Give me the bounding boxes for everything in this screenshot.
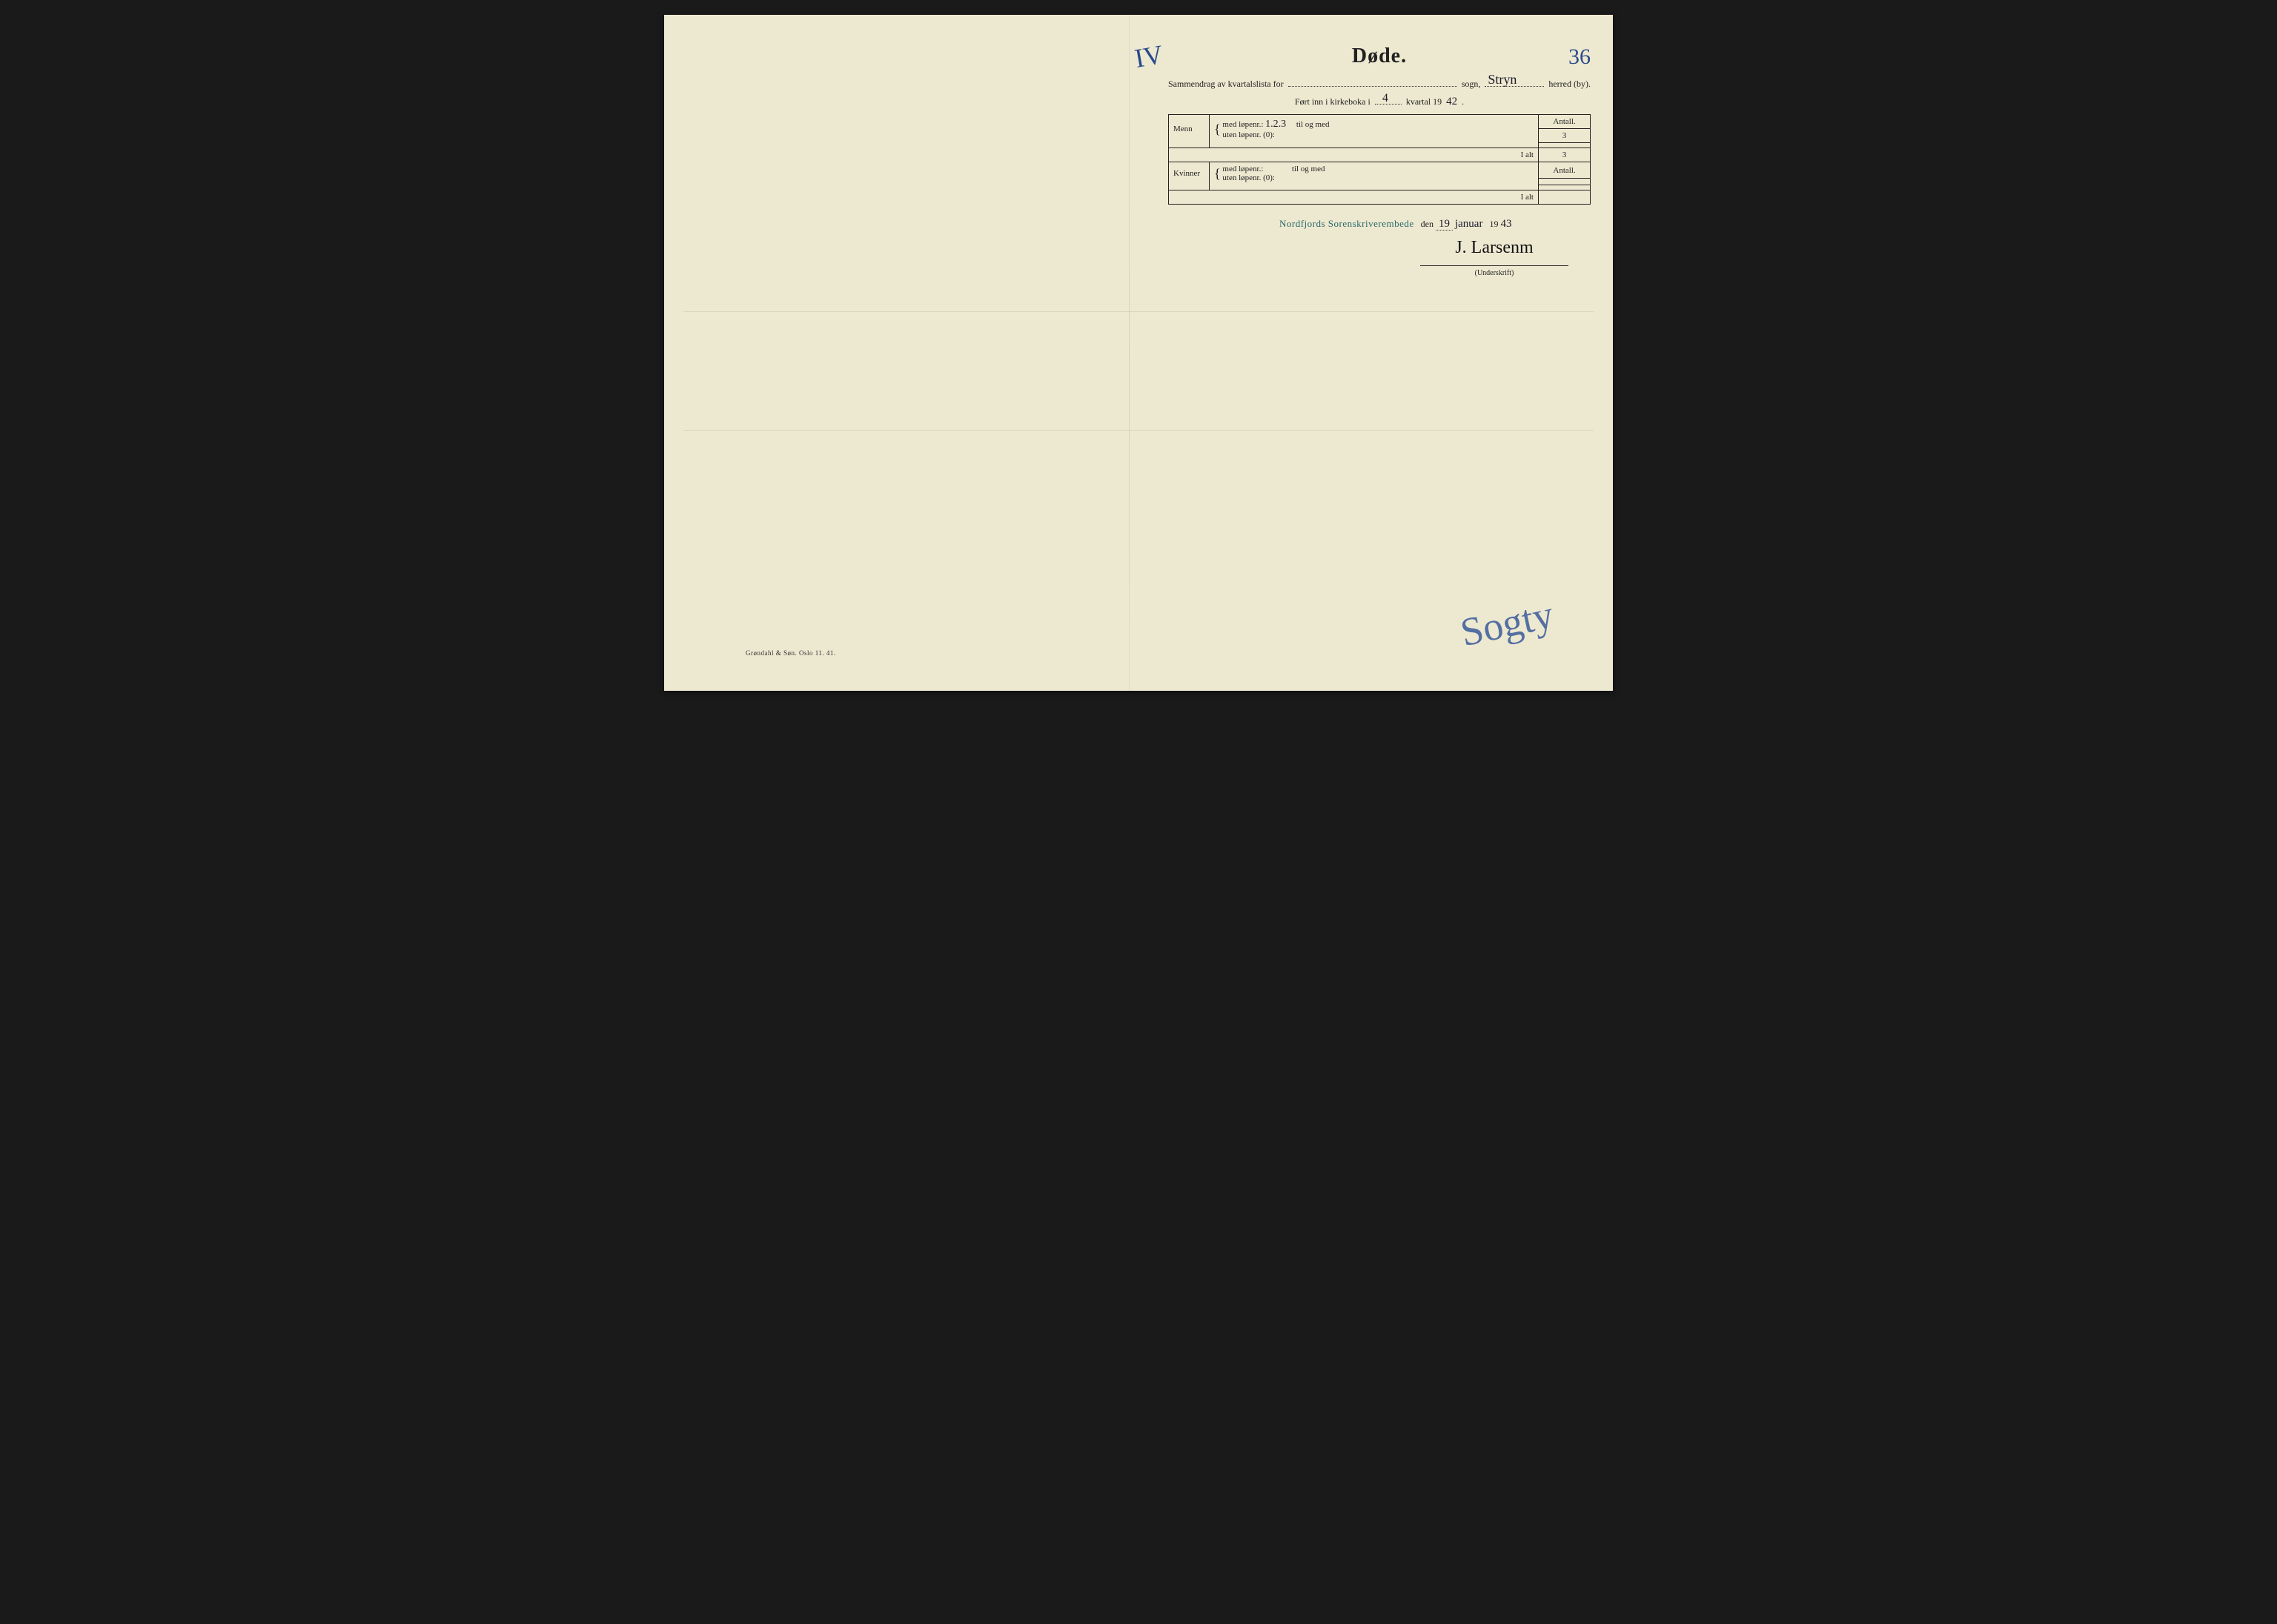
- page-fold: [1129, 15, 1130, 691]
- value-menn-row2-count: [1539, 143, 1591, 148]
- value-menn-count: 3: [1539, 129, 1591, 143]
- value-year-suffix: 42: [1446, 96, 1457, 108]
- signature-block: Nordfjords Sorenskriverembede den 19 jan…: [1168, 218, 1591, 277]
- printer-imprint: Grøndahl & Søn. Oslo 11. 41.: [746, 649, 836, 657]
- value-date-month: januar: [1455, 218, 1482, 230]
- ruled-line: [683, 311, 1594, 312]
- label-sogn: sogn,: [1462, 79, 1481, 90]
- value-menn-ialt: 3: [1539, 148, 1591, 162]
- value-kvinner-ialt: [1539, 190, 1591, 204]
- label-ialt-kvinner: I alt: [1169, 190, 1539, 204]
- label-sammendrag: Sammendrag av kvartalslista for: [1168, 79, 1284, 90]
- value-year-suffix-sig: 43: [1500, 218, 1511, 230]
- label-uten-lopenr-k: uten løpenr. (0):: [1222, 173, 1325, 182]
- label-til-og-med-k: til og med: [1292, 165, 1325, 173]
- label-kvartal: kvartal 19: [1406, 96, 1442, 107]
- signature-line: [1420, 265, 1568, 266]
- label-kvinner: Kvinner: [1169, 162, 1210, 185]
- label-menn: Menn: [1169, 115, 1210, 143]
- form-block: Døde. Sammendrag av kvartalslista for so…: [1168, 44, 1591, 277]
- value-quarter: 4: [1382, 92, 1388, 105]
- form-title: Døde.: [1168, 44, 1591, 68]
- value-kvinner-count: [1539, 179, 1591, 185]
- blank-quarter: 4: [1375, 97, 1402, 105]
- label-den: den: [1421, 219, 1434, 229]
- value-menn-lopenr: 1.2.3: [1265, 119, 1286, 130]
- label-med-lopenr: med løpenr.:: [1222, 120, 1263, 129]
- signature-handwriting: J. Larsenm: [1420, 238, 1568, 258]
- brace-icon: {: [1214, 169, 1221, 178]
- document-paper: IV 36 Døde. Sammendrag av kvartalslista …: [664, 15, 1613, 691]
- handwritten-annotation-iv: IV: [1133, 39, 1166, 74]
- handwritten-annotation-bottom: Sogty: [1456, 591, 1557, 656]
- brace-icon: {: [1214, 125, 1221, 133]
- label-underskrift: (Underskrift): [1420, 269, 1568, 277]
- summary-line-2: Ført inn i kirkeboka i 4 kvartal 19 42 .: [1168, 96, 1591, 108]
- label-til-og-med: til og med: [1296, 120, 1330, 129]
- value-kvinner-row2-count: [1539, 185, 1591, 190]
- header-antall-kvinner: Antall.: [1539, 162, 1591, 179]
- label-med-lopenr-k: med løpenr.:: [1222, 165, 1263, 173]
- label-fort-inn: Ført inn i kirkeboka i: [1295, 96, 1370, 107]
- label-period: .: [1462, 96, 1464, 107]
- blank-herred: Stryn: [1485, 79, 1544, 87]
- label-ialt-menn: I alt: [1169, 148, 1539, 162]
- summary-table: Menn { med løpenr.: 1.2.3 til og med ute…: [1168, 114, 1591, 205]
- office-stamp: Nordfjords Sorenskriverembede: [1279, 218, 1414, 230]
- value-date-day: 19: [1436, 218, 1453, 231]
- blank-sogn: [1288, 79, 1457, 87]
- value-herred: Stryn: [1488, 72, 1517, 87]
- summary-line-1: Sammendrag av kvartalslista for sogn, St…: [1168, 79, 1591, 90]
- label-year-prefix: 19: [1489, 219, 1498, 229]
- ruled-line: [683, 430, 1594, 431]
- header-antall-menn: Antall.: [1539, 115, 1591, 129]
- label-herred: herred (by).: [1548, 79, 1591, 90]
- label-uten-lopenr: uten løpenr. (0):: [1222, 130, 1329, 139]
